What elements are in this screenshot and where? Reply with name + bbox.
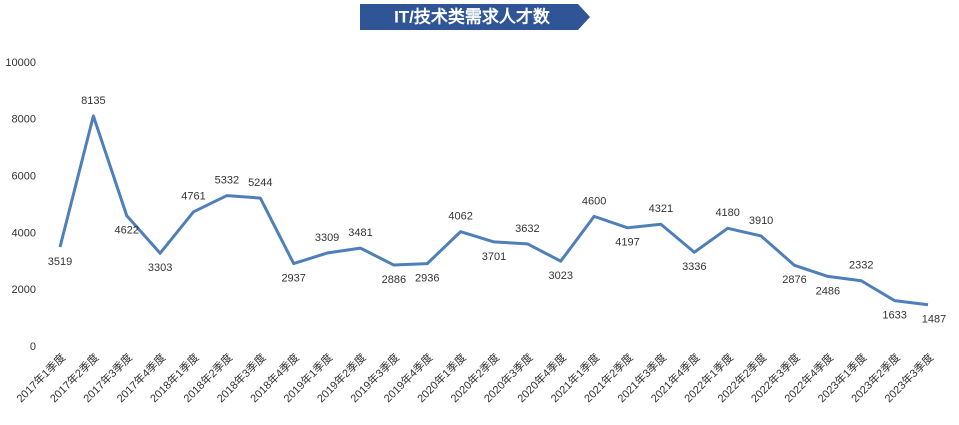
data-label: 4600 [582,195,606,207]
data-label: 3481 [348,227,372,239]
data-label: 3632 [515,223,539,235]
data-label: 4761 [181,191,205,203]
data-label: 1633 [882,310,906,322]
line-series [58,114,929,307]
data-label: 2937 [281,272,305,284]
data-label: 5244 [248,177,272,189]
chart-title: IT/技术类需求人才数 [394,6,551,26]
data-label: 3519 [48,256,72,268]
data-label: 4180 [715,207,739,219]
data-label: 2936 [415,273,439,285]
y-tick-label: 2000 [12,284,36,296]
data-label: 1487 [922,314,946,326]
data-label: 8135 [81,95,105,107]
data-label: 3309 [315,232,339,244]
data-label: 3303 [148,262,172,274]
data-label: 4197 [615,237,639,249]
data-label: 3701 [482,251,506,263]
y-tick-label: 0 [30,341,36,353]
data-label: 3336 [682,261,706,273]
data-label: 4062 [448,211,472,223]
y-tick-label: 10000 [5,57,36,69]
data-label: 2876 [782,274,806,286]
data-label: 5332 [215,174,239,186]
data-label: 2886 [382,274,406,286]
data-label: 2332 [849,260,873,272]
data-label: 3910 [749,215,773,227]
title-banner [360,4,590,30]
data-label: 2486 [816,285,840,297]
y-tick-label: 8000 [12,114,36,126]
y-tick-label: 6000 [12,171,36,183]
data-label: 4622 [115,225,139,237]
data-label: 3023 [549,270,573,282]
y-tick-label: 4000 [12,227,36,239]
data-label: 4321 [649,203,673,215]
